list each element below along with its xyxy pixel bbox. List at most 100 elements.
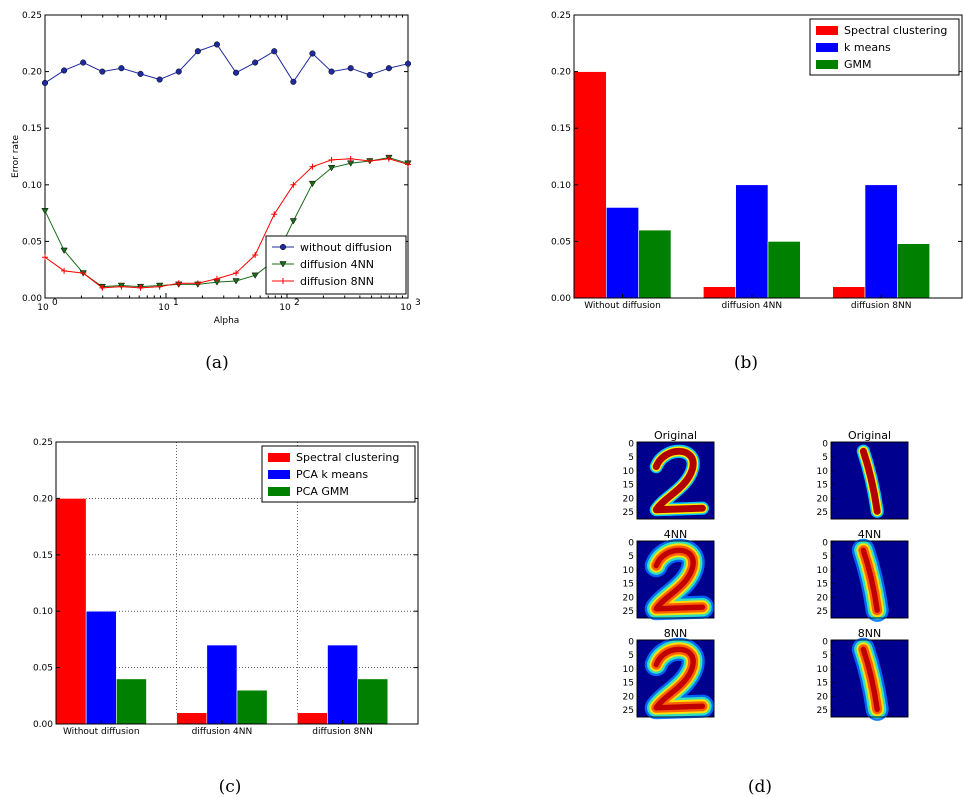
data-point [366,71,373,79]
y-tick-label: 10 [623,566,635,576]
data-point [309,50,316,57]
y-tick-label: 0.25 [551,11,571,21]
stroke-core [653,547,706,612]
y-tick-label: 25 [623,706,634,716]
y-tick-label: 5 [822,651,828,661]
data-point [137,70,144,77]
x-tick-exponent: 2 [294,298,300,308]
series-line-0 [44,43,409,84]
legend-label: diffusion 8NN [300,275,374,288]
y-tick-label: 0 [628,538,634,548]
caption-b: (b) [734,353,758,373]
y-tick-label: 0.20 [22,68,42,78]
legend-label: k means [844,41,891,54]
y-tick-label: 25 [817,508,828,518]
y-tick-label: 10 [623,467,635,477]
legend-label: diffusion 4NN [300,258,374,271]
series-line-2 [44,158,409,289]
x-tick-label: 10 [400,303,412,313]
stroke-core [653,646,706,711]
y-tick-label: 20 [817,494,829,504]
data-point [194,48,201,55]
heatmap-frame [636,639,715,718]
bar-2 [116,678,147,725]
bar-1 [327,644,358,725]
x-tick-label: diffusion 8NN [312,727,373,737]
data-point [328,68,335,75]
data-point [41,79,49,86]
chart-b: Without diffusion diffusion 4NN diffusion … [551,11,963,311]
data-point [327,165,336,172]
bar-0 [55,498,87,725]
x-tick-label: diffusion 4NN [192,727,253,737]
legend-box [265,235,407,295]
stroke-core [652,447,706,514]
x-tick-label: Without diffusion [584,301,661,311]
caption-d: (d) [748,777,772,797]
y-tick-label: 5 [628,453,634,463]
y-tick-label: 20 [623,593,635,603]
panel-title: 4NN [664,528,687,541]
legend-label: PCA GMM [296,485,349,498]
y-tick-label: 10 [623,665,635,675]
y-tick-label: 0.05 [551,237,571,247]
y-tick-label: 15 [817,580,828,590]
y-tick-label: 5 [628,651,634,661]
bar-2 [638,229,672,299]
x-tick-label: 10 [158,303,170,313]
legend-swatch [816,43,838,52]
heatmap-frame [830,540,909,619]
y-tick-label: 5 [628,552,634,562]
y-tick-label: 10 [817,665,829,675]
y-tick-label: 10 [817,566,829,576]
data-point [271,48,278,55]
y-tick-label: 20 [623,494,635,504]
legend-marker [279,243,287,251]
bar-1 [735,184,769,299]
y-tick-label: 15 [817,679,828,689]
x-axis-label: Alpha [214,316,240,326]
chart-c: Without diffusion diffusion 4NN diffusion … [33,438,419,737]
y-tick-label: 0.00 [22,294,42,304]
digit-2-stroke [644,637,714,720]
legend-swatch [816,60,838,69]
legend-label: PCA k means [296,468,368,481]
bar-0 [573,71,607,299]
data-point [252,59,259,66]
x-tick-label: 10 [37,303,49,313]
y-tick-label: 0.25 [33,438,53,448]
y-tick-label: 0.10 [551,181,571,191]
caption-a: (a) [205,353,228,373]
stroke-core [860,646,880,712]
bar-2 [357,678,389,725]
y-tick-label: 15 [623,679,634,689]
data-point [60,247,68,254]
digit-1-stroke [851,637,889,721]
y-tick-label: 0.10 [33,607,53,617]
panel-title: Original [654,429,697,442]
digit-1-stroke [851,538,889,622]
panel-title: 8NN [664,627,687,640]
y-tick-label: 0.25 [22,11,42,21]
plot-frame [573,14,963,299]
data-point [385,65,392,72]
y-tick-label: 25 [623,607,634,617]
x-tick-exponent: 1 [173,298,179,308]
legend-marker [279,261,287,268]
data-point [308,180,317,188]
x-tick-exponent: 0 [52,298,58,308]
heatmap-frame [636,441,715,520]
bar-0 [703,286,736,299]
y-tick-label: 0 [822,538,828,548]
series-line-1 [44,157,409,288]
data-point [61,67,68,74]
y-tick-label: 25 [623,508,634,518]
y-tick-label: 5 [822,552,828,562]
legend-label: GMM [844,58,872,71]
y-tick-label: 0.15 [33,551,53,561]
legend-label: Spectral clustering [844,24,947,37]
y-tick-label: 0.05 [33,664,53,674]
bar-2 [897,243,930,299]
